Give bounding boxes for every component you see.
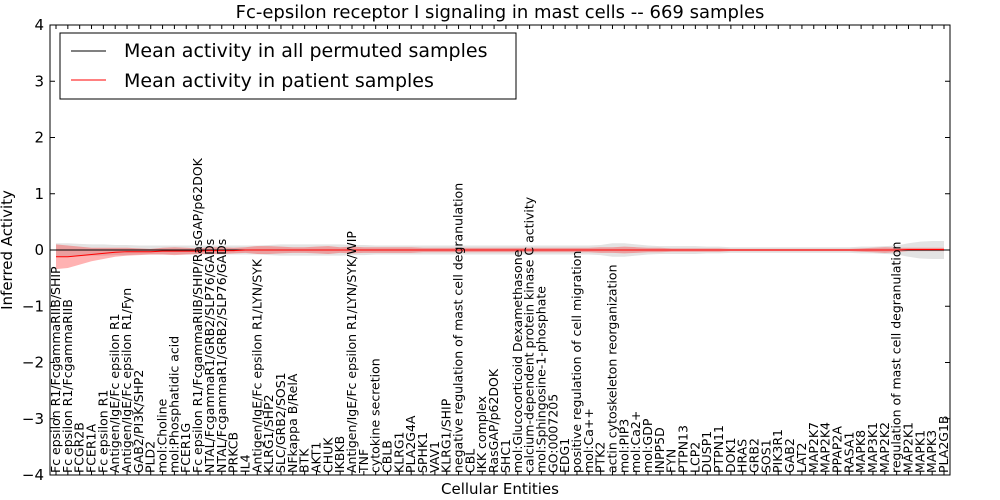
x-tick-label: Antigen/IgE/Fc epsilon R1 [107, 313, 122, 473]
x-tick-label: mol:Ca2+ [628, 411, 643, 473]
x-tick-label: PRKCB [226, 432, 241, 473]
x-tick-label: AKT1 [308, 442, 323, 473]
x-tick-label: MAP2K2 [877, 422, 892, 473]
x-tick-label: MAP2K1 [900, 422, 915, 473]
x-tick-label: GO:0007205 [545, 394, 560, 473]
x-tick-label: HRAS [735, 439, 750, 473]
x-tick-label: SLC/GRB2/SOS1 [273, 372, 288, 473]
x-tick-label: LAT2 [794, 443, 809, 473]
x-tick-label: PLA2G1B [936, 415, 951, 473]
y-tick-label: 3 [34, 72, 44, 90]
x-tick-label: mol:Choline [155, 398, 170, 473]
x-tick-label: EDG1 [557, 438, 572, 473]
x-tick-label: PTK2 [593, 442, 608, 473]
x-tick-label: SPHK1 [415, 432, 430, 473]
x-tick-label: NTAL/FcgammaR1/GRB2/SLP76/GADs [214, 239, 229, 473]
legend-label-permuted: Mean activity in all permuted samples [124, 40, 487, 62]
x-tick-label: MAPK8 [853, 430, 868, 473]
x-tick-label: NFkappa B/RelA [285, 373, 300, 473]
x-tick-label: FCER1G [178, 423, 193, 473]
x-tick-label: MAPK1 [912, 430, 927, 473]
x-tick-label: calcium-dependent protein kinase C activ… [522, 196, 537, 473]
x-tick-label: positive regulation of cell migration [569, 251, 584, 473]
x-tick-label: mol:Phosphatidic acid [166, 336, 181, 473]
legend: Mean activity in all permuted samples Me… [59, 32, 517, 100]
x-tick-label: IL4 [237, 454, 252, 473]
x-tick-label: CBL [462, 449, 477, 473]
x-tick-label: GAB2 [782, 438, 797, 473]
x-tick-label: CHUK [320, 437, 335, 473]
y-axis-label: Inferred Activity [0, 190, 16, 310]
x-tick-label: CBLB [380, 440, 395, 473]
x-tick-label: IKBKB [332, 436, 347, 473]
y-tick-label: 0 [34, 241, 44, 259]
band-series-1 [56, 244, 944, 270]
x-tick-label: GRB2 [747, 438, 762, 473]
x-tick-label: KLRG1/SHIP [439, 398, 454, 473]
x-tick-label: PTPN13 [676, 425, 691, 473]
y-tick-label: −1 [22, 297, 44, 315]
x-tick-label: mol:GDP [640, 418, 655, 473]
x-tick-label: MAP2K7 [806, 422, 821, 473]
x-tick-label: VAV1 [427, 441, 442, 473]
x-tick-label: KLRG1/SHP2 [261, 394, 276, 473]
y-tick-label: 2 [34, 129, 44, 147]
x-tick-label: PTPN11 [711, 425, 726, 473]
x-tick-label: MAP3K1 [865, 422, 880, 473]
x-tick-label: Fc epsilon R1/FcgammaRIIB/SHIP [48, 266, 63, 473]
x-tick-label: FYN [664, 449, 679, 473]
x-tick-label: SOS1 [758, 439, 773, 473]
x-tick-label: regulation of mast cell degranulation [889, 242, 904, 473]
x-tick-label: mol:Glucocorticoid Dexamethasone [510, 249, 525, 473]
x-tick-label: IKK complex [474, 396, 489, 473]
y-tick-label: −3 [22, 410, 44, 428]
x-tick-label: FCGR2B [72, 422, 87, 473]
x-tick-label: Fc epsilon R1/FcgammaRIIB/SHIP/RasGAP/p6… [190, 157, 205, 473]
x-tick-label: PPAP2A [829, 426, 844, 473]
x-tick-label: RASA1 [841, 432, 856, 473]
x-tick-label: TNF [356, 449, 371, 474]
x-tick-label: PIK3R1 [770, 429, 785, 473]
x-tick-label: MAP2K4 [818, 422, 833, 473]
legend-box [59, 32, 517, 100]
legend-label-patient: Mean activity in patient samples [124, 70, 434, 92]
x-tick-label: mol:PIP3 [616, 419, 631, 473]
x-tick-label: Antigen/IgE/Fc epsilon R1/LYN/SYK/WIP [344, 231, 359, 473]
x-tick-label: PLD2 [143, 441, 158, 473]
x-tick-label: DUSP1 [699, 431, 714, 473]
chart-title: Fc-epsilon receptor I signaling in mast … [236, 2, 765, 23]
y-tick-label: 1 [34, 185, 44, 203]
x-tick-label: mol:Ca++ [581, 408, 596, 473]
x-tick-label: RasGAP/p62DOK [486, 368, 501, 473]
x-tick-label: negative regulation of mast cell degranu… [451, 183, 466, 473]
line-series-1 [56, 248, 944, 258]
x-tick-label: KLRG1 [391, 432, 406, 474]
x-tick-label: Antigen/IgE/Fc epsilon R1/LYN/SYK [249, 258, 264, 473]
x-tick-label: BTK [297, 448, 312, 473]
x-tick-label: SHC1 [498, 439, 513, 473]
x-tick-label: PLA2G4A [403, 415, 418, 473]
series-lines [56, 248, 944, 258]
y-axis-ticks: −4 −3 −2 −1 0 1 2 3 4 [22, 16, 950, 484]
x-tick-label: DOK1 [723, 437, 738, 473]
x-tick-label: MAPK3 [924, 430, 939, 473]
y-tick-label: −2 [22, 354, 44, 372]
x-tick-label: LCP2 [687, 442, 702, 473]
x-tick-label: Fc epsilon R1 [95, 390, 110, 473]
x-tick-label: Fc epsilon R1/FcgammaRIIB [60, 299, 75, 473]
x-tick-label: mol:Sphingosine-1-phosphate [533, 286, 548, 473]
x-tick-label: Antigen/IgE/Fc epsilon R1/Fyn [119, 288, 134, 473]
x-tick-label: INPP5D [652, 427, 667, 473]
y-tick-label: −4 [22, 466, 44, 484]
x-tick-label: actin cytoskeleton reorganization [604, 264, 619, 473]
x-tick-label: GAB2/PI3K/SHP2 [131, 370, 146, 473]
x-axis-label: Cellular Entities [441, 480, 559, 498]
y-tick-label: 4 [34, 16, 44, 34]
x-tick-label: NTAL/FcgammaR1/GRB2/SLP76/GADs [202, 239, 217, 473]
x-tick-label: cytokine secretion [368, 358, 383, 473]
x-tick-label: FCER1A [84, 424, 99, 473]
